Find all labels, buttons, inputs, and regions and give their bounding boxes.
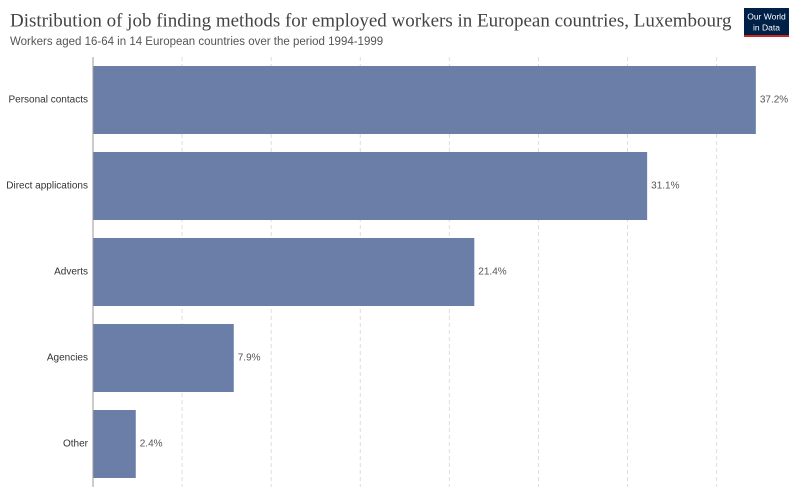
bar bbox=[93, 152, 648, 220]
y-tick-label: Direct applications bbox=[6, 181, 88, 192]
bar bbox=[93, 66, 756, 134]
value-label: 37.2% bbox=[760, 95, 788, 106]
y-tick-label: Other bbox=[63, 439, 89, 450]
value-label: 31.1% bbox=[651, 181, 679, 192]
logo-underline bbox=[744, 35, 789, 37]
bar bbox=[93, 324, 234, 392]
y-tick-label: Adverts bbox=[54, 267, 88, 278]
value-label: 21.4% bbox=[478, 267, 506, 278]
value-label: 7.9% bbox=[238, 353, 261, 364]
y-tick-label: Personal contacts bbox=[9, 95, 89, 106]
y-tick-label: Agencies bbox=[47, 353, 88, 364]
chart-title: Distribution of job finding methods for … bbox=[10, 10, 732, 31]
logo-text: in Data bbox=[753, 22, 780, 32]
bar bbox=[93, 410, 136, 478]
logo-box bbox=[744, 8, 789, 37]
chart-subtitle: Workers aged 16-64 in 14 European countr… bbox=[10, 36, 383, 48]
bar bbox=[93, 238, 475, 306]
value-label: 2.4% bbox=[140, 439, 163, 450]
logo: Our World in Data bbox=[744, 8, 789, 37]
logo-text: Our World bbox=[747, 11, 786, 21]
